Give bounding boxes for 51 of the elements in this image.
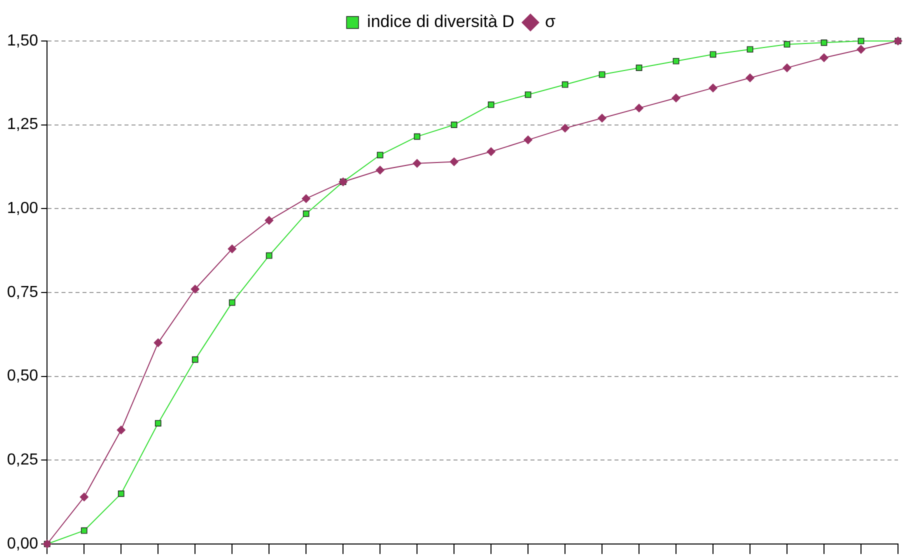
y-tick-label: 1,25 xyxy=(7,116,38,134)
point xyxy=(80,527,88,534)
point xyxy=(562,81,568,88)
point xyxy=(228,299,236,306)
point xyxy=(450,157,458,166)
point xyxy=(192,356,198,363)
point xyxy=(820,53,828,62)
legend-label: σ xyxy=(544,12,556,32)
point xyxy=(486,147,496,156)
y-tick-label: 1,00 xyxy=(7,200,38,218)
point xyxy=(820,40,828,46)
point xyxy=(228,244,236,254)
point xyxy=(450,122,458,128)
point xyxy=(524,91,532,98)
point xyxy=(598,114,606,122)
point xyxy=(376,152,384,158)
point xyxy=(636,64,642,72)
point xyxy=(708,84,718,92)
point xyxy=(154,338,162,348)
point xyxy=(488,102,494,108)
point xyxy=(524,136,532,144)
point xyxy=(858,38,864,44)
point xyxy=(190,284,200,294)
point xyxy=(266,252,272,259)
y-tick-label: 0,25 xyxy=(7,452,38,469)
y-tick-label: 1,50 xyxy=(7,32,38,50)
point xyxy=(672,58,680,64)
point xyxy=(80,492,88,502)
point xyxy=(856,45,866,54)
point xyxy=(782,63,792,72)
point xyxy=(598,71,606,78)
point xyxy=(746,74,754,82)
point xyxy=(118,490,124,497)
y-tick-label: 0,00 xyxy=(7,535,38,552)
y-tick-label: 0,75 xyxy=(7,284,38,301)
point xyxy=(746,46,754,53)
point xyxy=(784,41,790,48)
point xyxy=(116,426,126,434)
point xyxy=(414,133,420,140)
point xyxy=(560,124,570,133)
point xyxy=(154,420,162,426)
y-tick-label: 0,50 xyxy=(7,368,38,385)
point xyxy=(376,166,384,174)
point xyxy=(302,194,310,203)
point xyxy=(672,94,680,102)
legend-label: indice di diversità D xyxy=(367,12,514,32)
point xyxy=(634,104,644,112)
point xyxy=(264,216,274,225)
point xyxy=(412,159,422,168)
point xyxy=(302,210,310,217)
point xyxy=(710,51,716,58)
